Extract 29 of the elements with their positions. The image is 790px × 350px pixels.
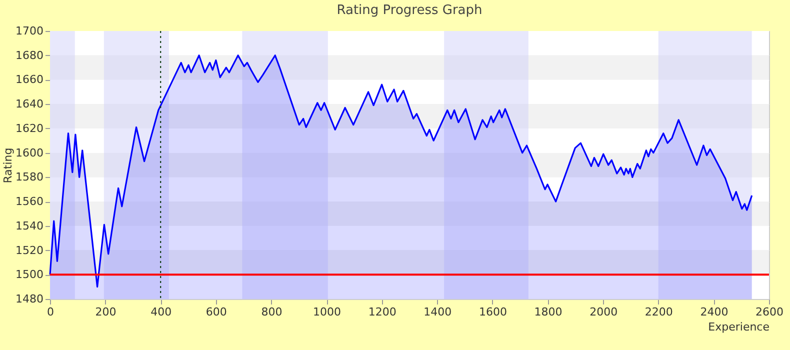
chart-title: Rating Progress Graph xyxy=(336,3,482,18)
x-tick-label: 400 xyxy=(150,306,172,318)
y-tick-label: 1520 xyxy=(16,244,44,257)
y-tick-label: 1700 xyxy=(16,24,44,38)
y-tick-label: 1660 xyxy=(16,73,44,86)
y-tick-label: 1540 xyxy=(16,219,44,232)
x-tick-label: 2600 xyxy=(756,306,784,318)
y-tick-label: 1640 xyxy=(16,98,44,111)
y-tick-label: 1680 xyxy=(16,48,44,62)
x-tick-label: 2200 xyxy=(644,306,673,318)
x-tick-label: 200 xyxy=(95,306,116,318)
y-tick-label: 1480 xyxy=(16,292,44,306)
x-tick-label: 2400 xyxy=(700,306,728,318)
x-tick-label: 2000 xyxy=(590,306,618,318)
y-tick-label: 1580 xyxy=(16,170,44,184)
x-tick-label: 1200 xyxy=(368,306,396,318)
y-tick-label: 1620 xyxy=(16,122,44,135)
y-tick-label: 1600 xyxy=(16,146,44,160)
x-tick-label: 1000 xyxy=(313,306,342,318)
x-axis-title: Experience xyxy=(708,320,770,334)
x-tick-label: 0 xyxy=(47,306,54,318)
y-tick-label: 1500 xyxy=(16,268,44,282)
y-axis-title: Rating xyxy=(2,148,15,184)
x-tick-label: 1800 xyxy=(534,306,562,318)
x-tick-label: 600 xyxy=(206,306,227,318)
x-tick-label: 1400 xyxy=(424,306,452,318)
x-tick-label: 1600 xyxy=(478,306,507,318)
x-tick-label: 800 xyxy=(261,306,282,318)
y-tick-label: 1560 xyxy=(16,195,44,208)
